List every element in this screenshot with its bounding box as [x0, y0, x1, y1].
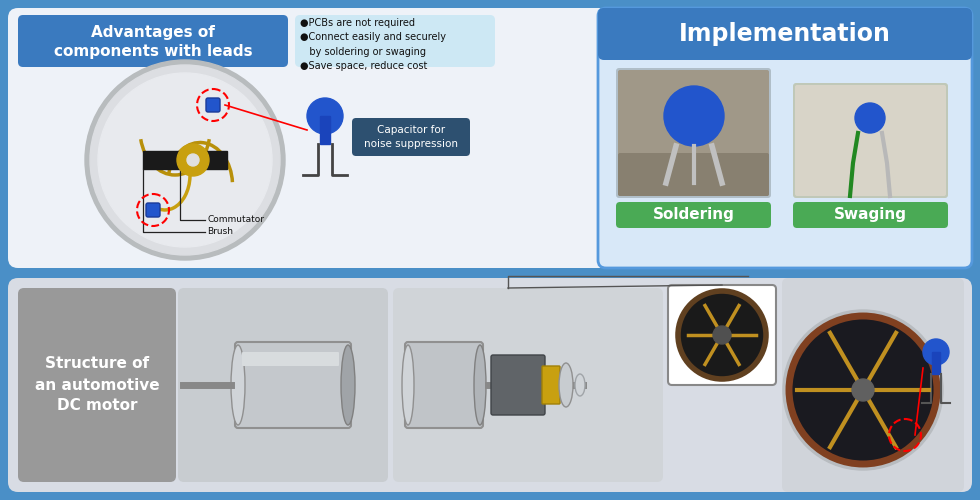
- Text: Implementation: Implementation: [679, 22, 891, 46]
- Circle shape: [789, 316, 937, 464]
- FancyBboxPatch shape: [18, 15, 288, 67]
- Circle shape: [307, 98, 343, 134]
- Circle shape: [187, 154, 199, 166]
- Circle shape: [90, 65, 280, 255]
- Ellipse shape: [341, 345, 355, 425]
- Circle shape: [783, 310, 943, 470]
- Text: Structure of
an automotive
DC motor: Structure of an automotive DC motor: [34, 356, 160, 414]
- FancyBboxPatch shape: [782, 278, 964, 492]
- FancyBboxPatch shape: [18, 288, 176, 482]
- FancyBboxPatch shape: [795, 85, 946, 196]
- FancyBboxPatch shape: [598, 8, 972, 60]
- FancyBboxPatch shape: [616, 202, 771, 228]
- FancyBboxPatch shape: [206, 98, 220, 112]
- Ellipse shape: [231, 345, 245, 425]
- Circle shape: [923, 339, 949, 365]
- Text: Soldering: Soldering: [653, 208, 734, 222]
- Text: Brush: Brush: [207, 228, 233, 236]
- FancyBboxPatch shape: [793, 83, 948, 198]
- Bar: [143, 151, 227, 169]
- Text: Capacitor for
noise suppression: Capacitor for noise suppression: [364, 126, 458, 148]
- FancyBboxPatch shape: [618, 70, 769, 196]
- FancyBboxPatch shape: [242, 352, 339, 366]
- FancyBboxPatch shape: [8, 8, 972, 268]
- FancyBboxPatch shape: [8, 278, 972, 492]
- Circle shape: [678, 291, 766, 379]
- FancyBboxPatch shape: [542, 366, 560, 404]
- FancyBboxPatch shape: [616, 68, 771, 198]
- Circle shape: [855, 103, 885, 133]
- Text: ●PCBs are not required
●Connect easily and securely
   by soldering or swaging
●: ●PCBs are not required ●Connect easily a…: [300, 18, 446, 71]
- Bar: [320, 116, 330, 144]
- FancyBboxPatch shape: [146, 203, 160, 217]
- FancyBboxPatch shape: [491, 355, 545, 415]
- Circle shape: [85, 60, 285, 260]
- Text: Commutator: Commutator: [207, 216, 264, 224]
- Circle shape: [664, 86, 724, 146]
- FancyBboxPatch shape: [598, 8, 972, 268]
- Ellipse shape: [559, 363, 573, 407]
- Circle shape: [177, 144, 209, 176]
- FancyBboxPatch shape: [295, 15, 495, 67]
- FancyBboxPatch shape: [178, 288, 388, 482]
- FancyBboxPatch shape: [793, 202, 948, 228]
- Text: Advantages of
components with leads: Advantages of components with leads: [54, 24, 252, 59]
- FancyBboxPatch shape: [668, 285, 776, 385]
- FancyBboxPatch shape: [618, 153, 769, 196]
- FancyBboxPatch shape: [405, 342, 483, 428]
- FancyBboxPatch shape: [352, 118, 470, 156]
- Circle shape: [852, 379, 874, 401]
- Bar: [932, 352, 940, 374]
- Ellipse shape: [575, 374, 585, 396]
- FancyBboxPatch shape: [393, 288, 663, 482]
- Text: Swaging: Swaging: [834, 208, 907, 222]
- Ellipse shape: [402, 345, 414, 425]
- Ellipse shape: [474, 345, 486, 425]
- Circle shape: [98, 73, 272, 247]
- Circle shape: [713, 326, 731, 344]
- FancyBboxPatch shape: [235, 342, 351, 428]
